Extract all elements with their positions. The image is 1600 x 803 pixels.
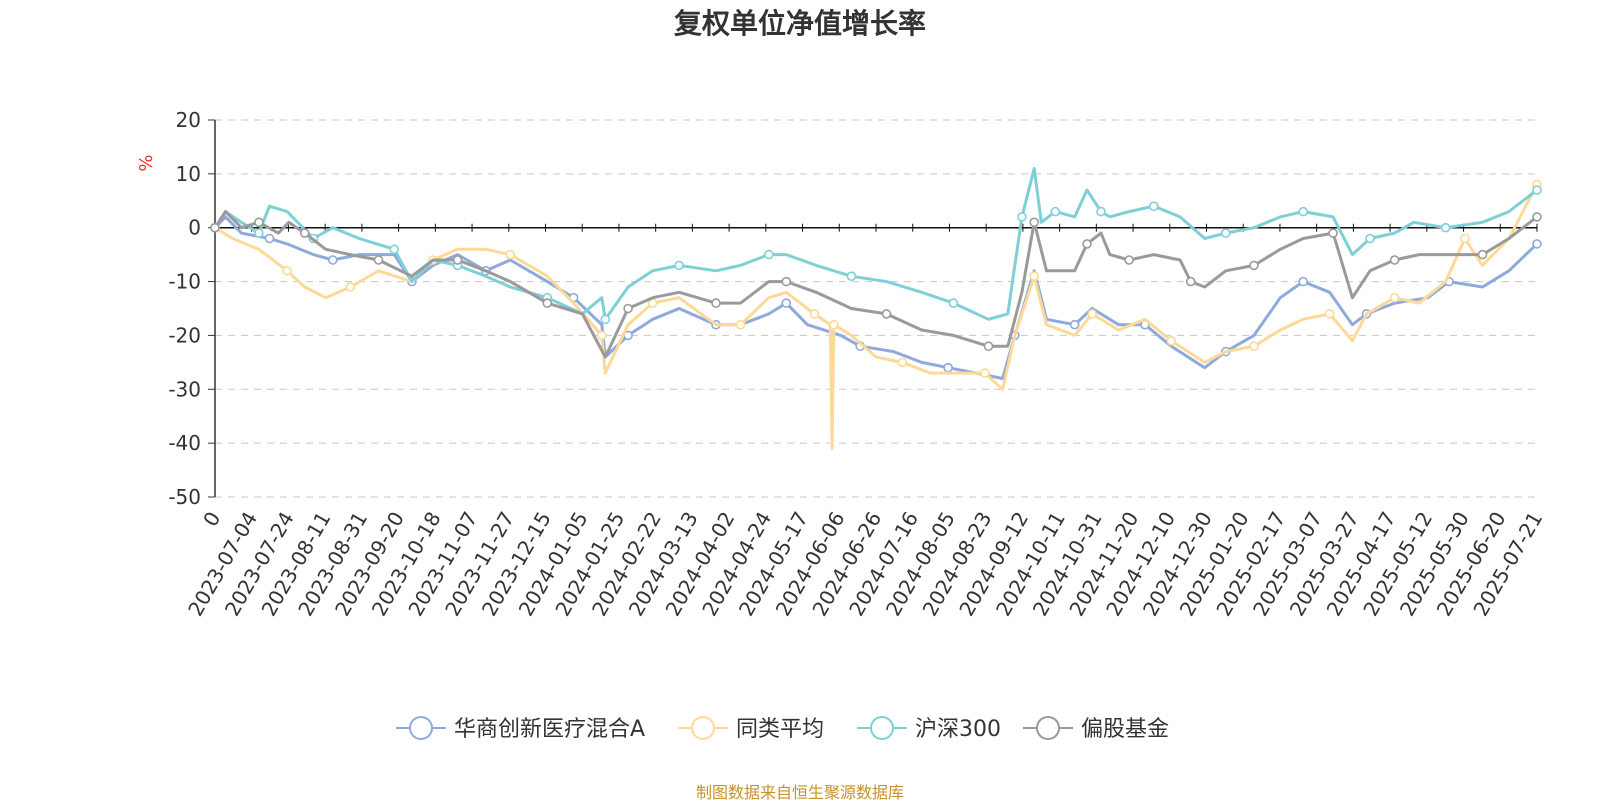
data-point [1185,276,1196,287]
legend-label: 华商创新医疗混合A [454,717,645,742]
data-point [1050,206,1061,217]
data-point [809,309,820,319]
data-point [1532,239,1542,249]
y-tick-label: 20 [176,108,201,132]
data-point [763,249,774,260]
legend[interactable]: 华商创新医疗混合A 同类平均 沪深300 偏股基金 [396,716,1169,742]
data-point [674,260,684,271]
legend-label: 沪深300 [915,717,1001,742]
legend-marker [870,716,894,740]
data-point [1389,292,1400,303]
y-tick-label: 0 [188,216,201,240]
data-point [600,314,611,325]
data-point [542,298,553,308]
data-point [846,271,857,282]
legend-item-1[interactable]: 华商创新医疗混合A [396,716,645,742]
data-point [1532,212,1542,222]
legend-label: 偏股基金 [1081,717,1169,742]
data-point [264,233,275,244]
data-point [1017,212,1027,222]
data-point [781,276,792,287]
series-line [213,167,1538,321]
data-point [1298,206,1308,217]
series-line [213,215,1539,380]
series-3 [210,167,1542,325]
data-point [299,228,310,238]
data-point [254,228,264,238]
series-1 [210,215,1542,380]
data-point [345,282,356,292]
data-point [1249,341,1259,352]
axes: % [136,120,216,497]
data-point [943,362,953,373]
y-tick-label: -30 [168,377,201,401]
x-tick-labels: 02023-07-042023-07-242023-08-112023-08-3… [183,223,1547,620]
data-point [623,303,633,314]
data-point [1029,217,1039,228]
data-point [1221,228,1231,238]
data-point [505,249,516,260]
legend-marker [691,716,715,740]
data-point [828,319,839,330]
y-tick-label: -50 [168,485,201,509]
data-point [711,298,721,308]
y-tick-label: -20 [168,323,201,347]
data-point [1389,255,1400,265]
data-point [282,265,292,276]
data-point [1096,206,1106,217]
data-point [1477,249,1488,260]
y-tick-label: -40 [168,431,201,455]
series-line [214,183,1539,450]
data-point [1082,239,1092,249]
series-layer [210,167,1542,450]
legend-marker [1036,716,1060,740]
data-point [1532,185,1542,195]
data-point [452,255,463,265]
data-point [1324,309,1335,319]
legend-label: 同类平均 [736,717,824,742]
data-point [735,319,746,330]
data-point [389,244,400,255]
data-point [254,217,264,228]
data-source-note: 制图数据来自恒生聚源数据库 [695,783,904,802]
y-tick-label: 10 [176,162,201,186]
data-point [1298,276,1308,287]
data-point [210,222,220,233]
data-point [1166,335,1177,346]
data-point [1460,233,1470,244]
series-2 [210,179,1542,450]
data-point [1249,260,1259,271]
y-tick-label: -10 [168,270,201,294]
data-point [596,330,607,341]
data-point [1328,228,1338,238]
grid-lines [215,119,1537,498]
data-point [1440,222,1451,233]
data-point [327,255,338,265]
data-point [948,298,959,308]
data-point [1087,309,1097,319]
data-point [983,341,994,352]
data-point [980,368,990,378]
legend-marker [409,716,433,740]
data-point [1365,233,1375,244]
data-point [881,309,892,319]
data-point [781,298,792,308]
data-point [1124,255,1134,265]
data-point [897,357,908,368]
chart-title: 复权单位净值增长率 [673,7,926,40]
y-tick-labels: 20 10 0 -10 -20 -30 -40 -50 [168,108,215,509]
legend-item-3[interactable]: 沪深300 [857,716,1001,742]
x-tick-label: 0 [198,508,225,531]
series-4 [210,210,1542,359]
series-line [213,210,1538,359]
data-point [373,255,384,265]
legend-item-2[interactable]: 同类平均 [678,716,824,742]
data-point [1069,319,1080,330]
data-point [1029,271,1039,282]
data-point [1149,201,1159,211]
legend-item-4[interactable]: 偏股基金 [1023,716,1169,742]
y-axis-label: % [136,154,157,171]
